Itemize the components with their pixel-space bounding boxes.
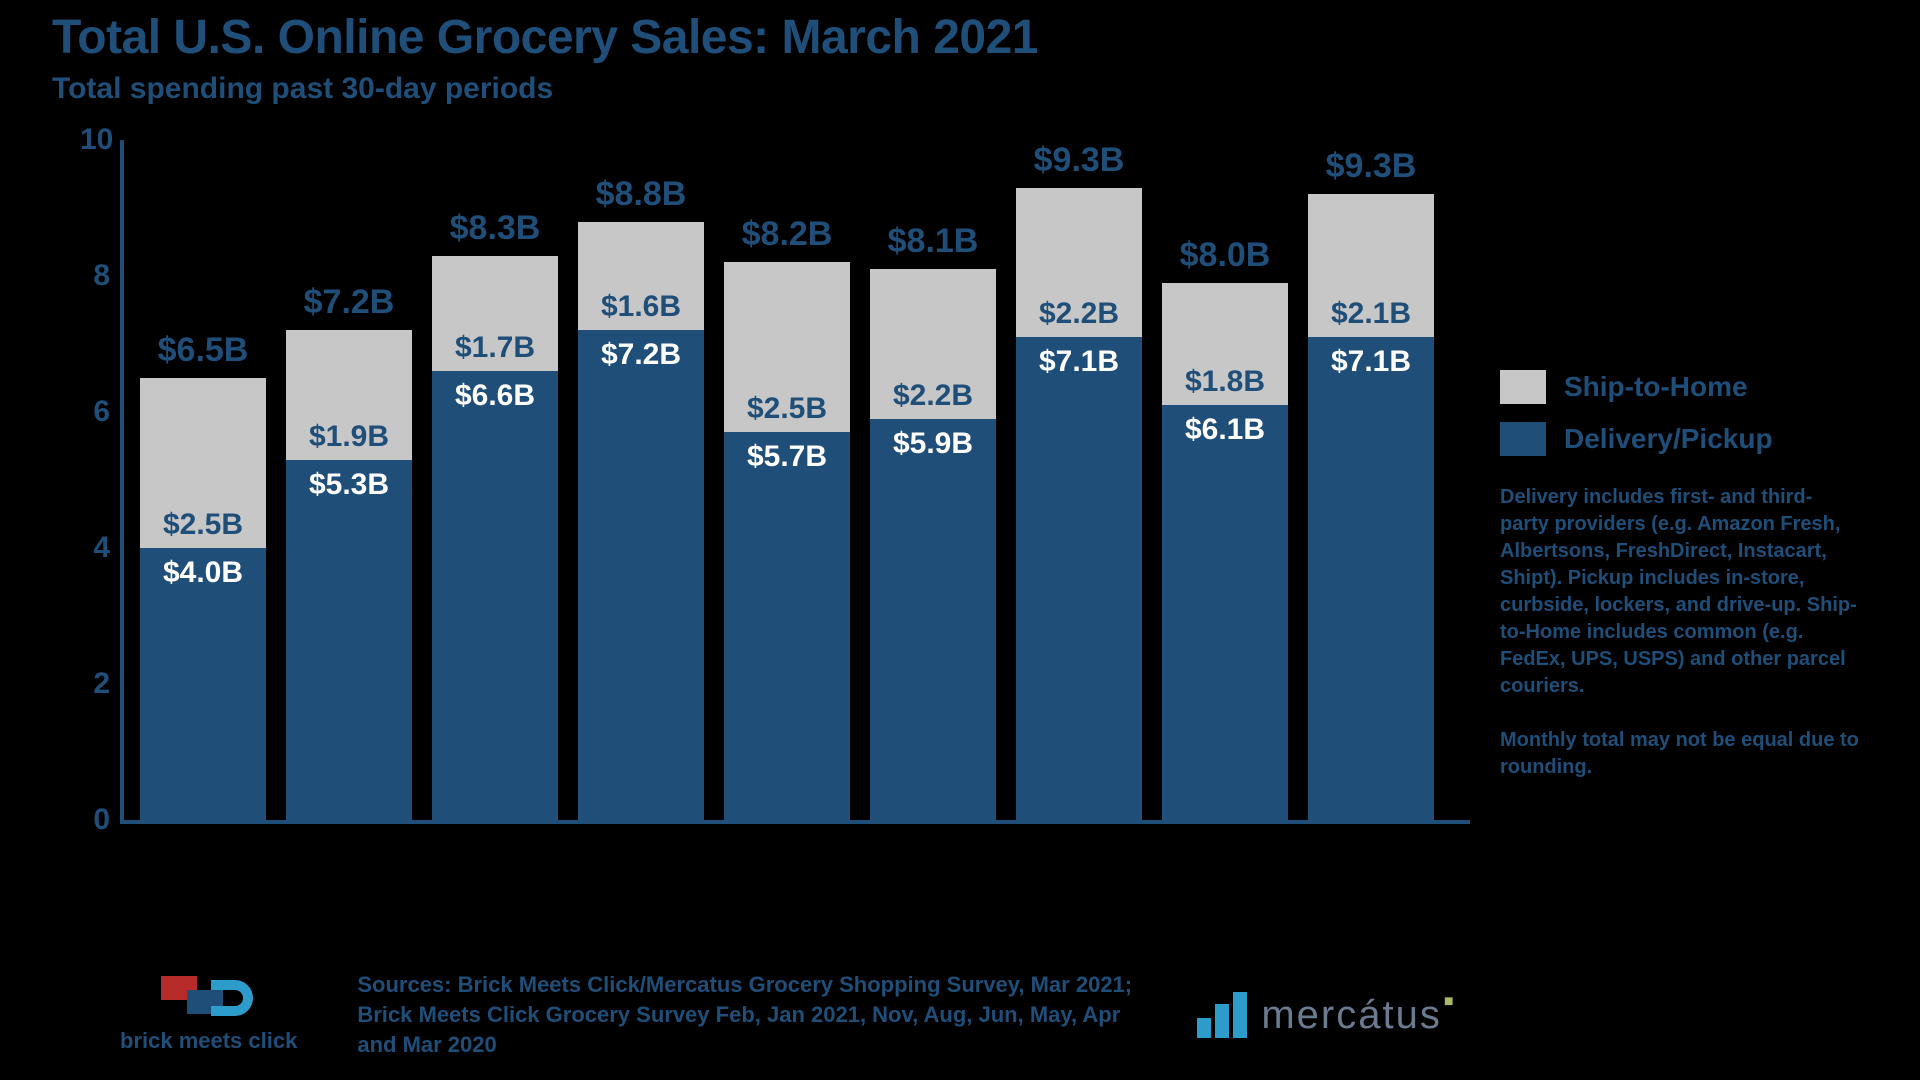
bar-value-ship: $2.5B: [140, 508, 266, 542]
mercatus-logo: mercátus■: [1197, 992, 1455, 1038]
legend: Ship-to-Home Delivery/Pickup Delivery inc…: [1500, 370, 1880, 781]
bar-value-ship: $1.8B: [1162, 365, 1288, 399]
bar-value-delivery: $4.0B: [140, 548, 266, 590]
bar-segment-ship: $2.2B: [870, 269, 996, 419]
bar-segment-delivery: $6.6B: [432, 371, 558, 820]
bar-total-label: $9.3B: [999, 141, 1159, 180]
y-tick-label: 2: [80, 667, 110, 701]
bar-total-label: $8.0B: [1145, 236, 1305, 275]
bar-segment-ship: $2.2B: [1016, 188, 1142, 338]
bar-segment-ship: $2.5B: [140, 378, 266, 548]
bar-value-ship: $1.9B: [286, 420, 412, 454]
bar-segment-delivery: $4.0B: [140, 548, 266, 820]
bar-value-ship: $1.7B: [432, 331, 558, 365]
bar-value-delivery: $7.2B: [578, 330, 704, 372]
bars-container: $4.0B$2.5B$6.5BMar '20$5.3B$1.9B$7.2BApr…: [140, 140, 1460, 820]
bar-segment-delivery: $7.1B: [1016, 337, 1142, 820]
y-axis: [120, 140, 124, 820]
bar-value-ship: $2.2B: [870, 379, 996, 413]
bar-total-label: $8.2B: [707, 215, 867, 254]
legend-swatch: [1500, 422, 1546, 456]
legend-note: Delivery includes first- and third-party…: [1500, 484, 1860, 781]
bar-segment-delivery: $5.3B: [286, 460, 412, 820]
bar-segment-ship: $1.6B: [578, 222, 704, 331]
bmc-logo-text: brick meets click: [120, 1028, 297, 1054]
bar-value-delivery: $5.7B: [724, 432, 850, 474]
bar-value-delivery: $7.1B: [1016, 337, 1142, 379]
legend-item: Delivery/Pickup: [1500, 422, 1880, 456]
y-tick-label: 6: [80, 395, 110, 429]
bar-segment-ship: $2.1B: [1308, 194, 1434, 337]
bar-segment-delivery: $5.7B: [724, 432, 850, 820]
y-tick-label: 10: [80, 123, 110, 157]
page-subtitle: Total spending past 30-day periods: [52, 72, 553, 106]
bar-segment-ship: $1.7B: [432, 256, 558, 372]
bar-value-delivery: $6.6B: [432, 371, 558, 413]
bar-total-label: $8.3B: [415, 209, 575, 248]
bar-value-delivery: $5.3B: [286, 460, 412, 502]
y-tick-label: 4: [80, 531, 110, 565]
bar-total-label: $9.3B: [1291, 147, 1451, 186]
bar-value-delivery: $7.1B: [1308, 337, 1434, 379]
y-tick-label: 0: [80, 803, 110, 837]
legend-label: Delivery/Pickup: [1564, 423, 1773, 455]
bar-segment-delivery: $7.1B: [1308, 337, 1434, 820]
page-root: Total U.S. Online Grocery Sales: March 2…: [0, 0, 1920, 1080]
bar-value-ship: $2.2B: [1016, 297, 1142, 331]
bmc-logo-icon: [159, 976, 259, 1022]
bar-value-ship: $2.5B: [724, 392, 850, 426]
bar-segment-ship: $2.5B: [724, 262, 850, 432]
bar-segment-delivery: $6.1B: [1162, 405, 1288, 820]
bar-total-label: $7.2B: [269, 283, 429, 322]
bar-total-label: $8.1B: [853, 222, 1013, 261]
x-axis: [120, 820, 1470, 824]
mercatus-logo-icon: [1197, 992, 1247, 1038]
stacked-bar-chart: 0246810 $4.0B$2.5B$6.5BMar '20$5.3B$1.9B…: [80, 140, 1460, 840]
bar-value-delivery: $5.9B: [870, 419, 996, 461]
legend-item: Ship-to-Home: [1500, 370, 1880, 404]
bar-segment-delivery: $7.2B: [578, 330, 704, 820]
y-tick-label: 8: [80, 259, 110, 293]
legend-label: Ship-to-Home: [1564, 371, 1748, 403]
mercatus-logo-text: mercátus■: [1261, 993, 1455, 1038]
footer: brick meets click Sources: Brick Meets C…: [120, 970, 1800, 1060]
bar-value-ship: $1.6B: [578, 290, 704, 324]
bar-value-ship: $2.1B: [1308, 297, 1434, 331]
brick-meets-click-logo: brick meets click: [120, 976, 297, 1054]
bar-total-label: $6.5B: [123, 331, 283, 370]
bar-segment-ship: $1.9B: [286, 330, 412, 459]
page-title: Total U.S. Online Grocery Sales: March 2…: [52, 10, 1038, 65]
bar-value-delivery: $6.1B: [1162, 405, 1288, 447]
bar-segment-delivery: $5.9B: [870, 419, 996, 820]
bar-segment-ship: $1.8B: [1162, 283, 1288, 405]
legend-swatch: [1500, 370, 1546, 404]
bar-total-label: $8.8B: [561, 175, 721, 214]
sources-text: Sources: Brick Meets Click/Mercatus Groc…: [357, 970, 1137, 1059]
